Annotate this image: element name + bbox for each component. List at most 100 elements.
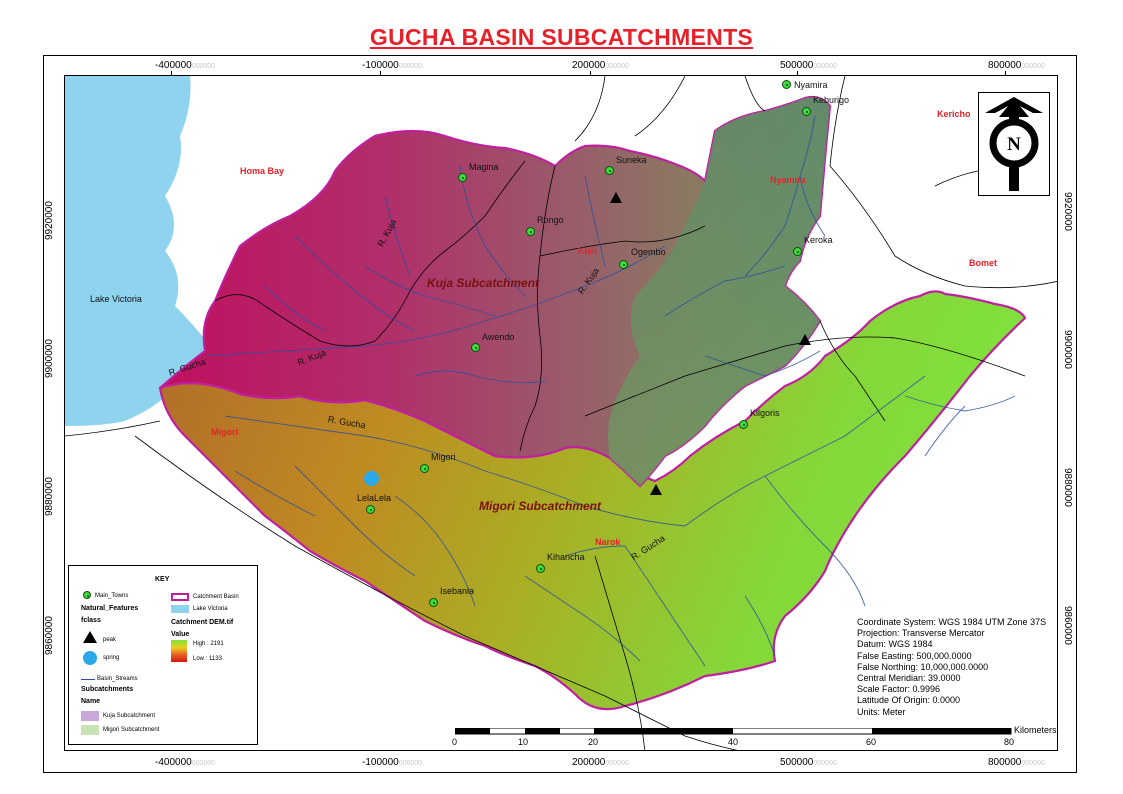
legend-basin-swatch <box>171 593 189 601</box>
county-label: Homa Bay <box>240 166 285 176</box>
town-label: Rongo <box>537 215 564 225</box>
legend-lake-swatch <box>171 605 189 613</box>
peak-marker[interactable] <box>610 192 622 203</box>
legend-main-towns: Main_Towns <box>95 593 129 599</box>
town-marker[interactable] <box>802 107 811 116</box>
town-marker[interactable] <box>526 227 535 236</box>
bottom-tick-label: -100000000000 <box>362 757 423 768</box>
town-label: Isebania <box>440 586 475 596</box>
town-label: Kihancha <box>547 552 585 562</box>
legend-basin-streams: Basin_Streams <box>97 676 138 682</box>
meta-line: Scale Factor: 0.9996 <box>857 684 941 695</box>
top-tick-label: -100000000000 <box>362 60 423 71</box>
legend-value: Value <box>171 631 190 638</box>
scale-label: 10 <box>518 737 529 747</box>
lake-victoria <box>65 76 210 426</box>
bottom-tick-label: -400000000000 <box>155 757 216 768</box>
basin-streams <box>204 115 1016 667</box>
legend-spring-icon <box>83 651 97 665</box>
town-marker[interactable] <box>471 343 480 352</box>
legend-fclass: fclass <box>81 617 101 624</box>
top-tick-label: 500000000000 <box>780 60 837 71</box>
town-marker[interactable] <box>420 464 429 473</box>
scale-label: 60 <box>866 737 877 747</box>
top-tick-label: 800000000000 <box>988 60 1045 71</box>
meta-line: Latitude Of Origin: 0.0000 <box>857 695 961 706</box>
town-label: Suneka <box>616 155 647 165</box>
meta-line: Projection: Transverse Mercator <box>857 628 985 639</box>
town-marker[interactable] <box>536 564 545 573</box>
peak-marker[interactable] <box>650 484 662 495</box>
county-label: Nyamira <box>770 175 806 185</box>
spring-marker[interactable] <box>364 471 379 486</box>
legend-peak-icon <box>83 631 97 643</box>
left-tick-label: 9880000 <box>44 477 55 516</box>
scale-label: 0 <box>452 737 458 747</box>
town-marker[interactable] <box>739 420 748 429</box>
tick-mark <box>380 71 381 75</box>
legend-name: Name <box>81 698 101 705</box>
bottom-tick-label: 500000000000 <box>780 757 837 768</box>
top-tick-label: -400000000000 <box>155 60 216 71</box>
map-title: GUCHA BASIN SUBCATCHMENTS <box>369 24 754 50</box>
migori-subcatchment-label: Migori Subcatchment <box>479 499 602 513</box>
tick-mark <box>590 71 591 75</box>
county-label: Narok <box>595 537 621 547</box>
legend-kuja-swatch <box>81 711 99 721</box>
town-marker[interactable] <box>366 505 375 514</box>
bottom-tick-label: 800000000000 <box>988 757 1045 768</box>
town-marker[interactable] <box>458 173 467 182</box>
right-tick-label: 9900000 <box>1062 330 1073 369</box>
legend-natural-features: Natural_Features <box>81 605 139 612</box>
legend-dem-low: Low : 1133 <box>193 656 222 662</box>
map-area[interactable]: Lake Victoria Kuja Subcatchment Migori S… <box>64 75 1058 751</box>
town-marker[interactable] <box>429 598 438 607</box>
legend-town-symbol <box>83 591 91 599</box>
tick-mark <box>797 71 798 75</box>
town-label: Ogembo <box>631 247 666 257</box>
scale-bar <box>455 728 1012 735</box>
left-tick-label: 9920000 <box>44 201 55 240</box>
top-tick-label: 200000000000 <box>572 60 629 71</box>
legend-kuja: Kuja Subcatchment <box>103 713 156 719</box>
county-label: Kericho <box>937 109 971 119</box>
meta-line: Coordinate System: WGS 1984 UTM Zone 37S <box>857 617 1047 627</box>
north-arrow-icon: N <box>985 97 1043 191</box>
north-arrow: N <box>978 92 1050 196</box>
scale-label: 80 <box>1004 737 1015 747</box>
legend-subcatchments: Subcatchments <box>81 686 134 693</box>
town-marker[interactable] <box>793 247 802 256</box>
town-marker[interactable] <box>619 260 628 269</box>
town-label: Kilgoris <box>750 408 780 418</box>
legend-spring: spring <box>103 655 120 661</box>
right-tick-label: 9920000 <box>1062 192 1073 231</box>
legend-peak: peak <box>103 637 117 643</box>
scale-unit: Kilometers <box>1014 725 1057 735</box>
meta-line: Central Meridian: 39.0000 <box>857 673 961 684</box>
town-label: LelaLela <box>357 493 392 503</box>
north-letter: N <box>1007 134 1021 155</box>
town-label: Keburigo <box>813 95 850 105</box>
scale-label: 40 <box>728 737 739 747</box>
legend-migori-swatch <box>81 725 99 735</box>
projection-info: Coordinate System: WGS 1984 UTM Zone 37S… <box>857 617 1057 718</box>
legend-dem-high: High : 2191 <box>193 641 224 647</box>
basin-boundary <box>919 290 946 297</box>
meta-line: False Easting: 500,000.0000 <box>857 650 972 661</box>
legend-stream-line <box>81 679 95 680</box>
town-label: Keroka <box>804 235 833 245</box>
tick-mark <box>171 71 172 75</box>
right-tick-label: 9880000 <box>1062 468 1073 507</box>
lake-victoria-label: Lake Victoria <box>90 294 142 304</box>
town-label: Awendo <box>482 332 515 342</box>
peak-marker[interactable] <box>799 334 811 345</box>
bottom-tick-label: 200000000000 <box>572 757 629 768</box>
town-marker[interactable] <box>605 166 614 175</box>
town-marker[interactable] <box>782 80 791 89</box>
legend-migori: Migori Subcatchment <box>103 727 160 733</box>
right-tick-label: 9860000 <box>1062 606 1073 645</box>
meta-line: False Northing: 10,000,000.0000 <box>857 661 989 672</box>
meta-line: Units: Meter <box>857 706 906 717</box>
county-label: Migori <box>211 427 238 437</box>
left-tick-label: 9900000 <box>44 339 55 378</box>
